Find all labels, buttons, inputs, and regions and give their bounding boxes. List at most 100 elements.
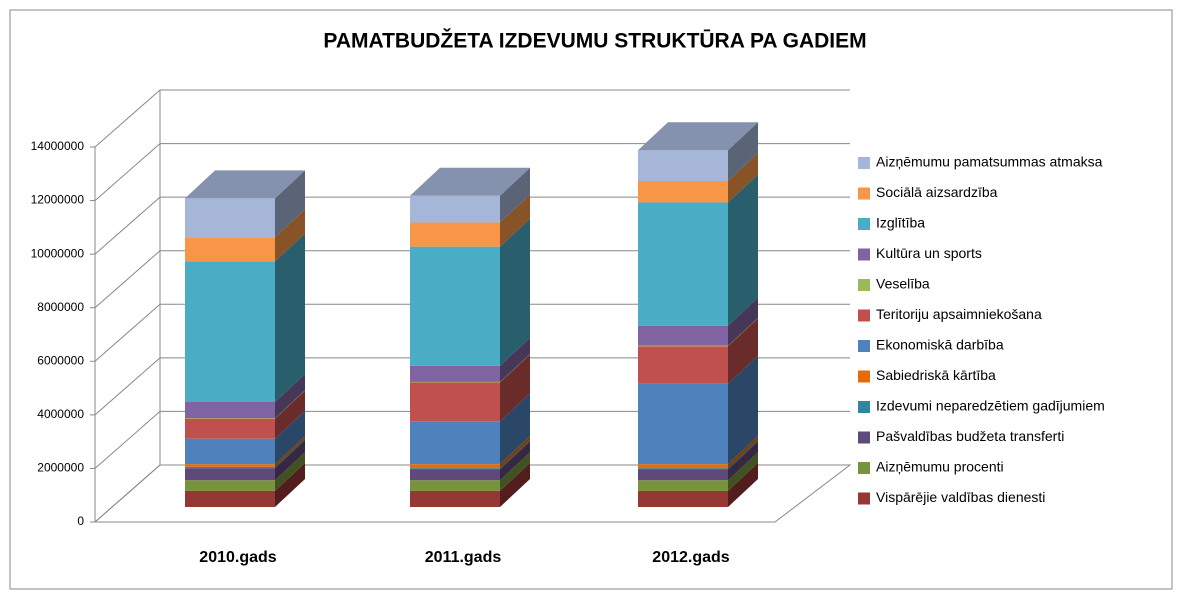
y-tick-label: 14000000 — [31, 139, 85, 153]
x-tick-label: 2012.gads — [652, 549, 729, 566]
bar-segment — [410, 464, 500, 469]
bar-segment — [638, 464, 728, 469]
y-tick-label: 0 — [77, 514, 84, 528]
legend-swatch — [858, 462, 870, 474]
bar-segment — [638, 469, 728, 481]
bar-segment — [410, 469, 500, 481]
bar-side — [275, 410, 305, 465]
legend-label: Izdevumi neparedzētiem gadījumiem — [876, 398, 1105, 414]
bar-segment — [410, 382, 500, 422]
x-tick-label: 2010.gads — [199, 549, 276, 566]
legend-label: Vispārējie valdības dienesti — [876, 489, 1045, 505]
bar-side — [275, 390, 305, 419]
bar-side — [275, 209, 305, 262]
bar-side — [275, 170, 305, 238]
bar-side — [728, 440, 758, 470]
bar-side — [500, 354, 530, 422]
grid-line — [94, 410, 850, 469]
bar-segment — [638, 181, 728, 203]
bar-segment — [185, 468, 275, 481]
bar-side — [275, 233, 305, 402]
bar-segment — [638, 150, 728, 182]
bar-side — [728, 297, 758, 346]
bar-segment — [185, 418, 275, 419]
bar-side — [275, 436, 305, 467]
y-tick-label: 12000000 — [31, 193, 85, 207]
bar-top — [410, 167, 530, 196]
legend-label: Teritoriju apsaimniekošana — [876, 306, 1042, 322]
legend-swatch — [858, 218, 870, 230]
y-tick-label: 8000000 — [37, 300, 84, 314]
bar-side — [728, 436, 758, 469]
bar-segment — [638, 468, 728, 470]
bar-segment — [185, 490, 275, 507]
bar-side — [275, 374, 305, 419]
legend-label: Kultūra un sports — [876, 245, 982, 261]
bar-side — [728, 441, 758, 481]
legend-swatch — [858, 309, 870, 322]
bar-top — [638, 122, 758, 151]
legend-swatch — [858, 431, 870, 444]
bar-segment — [185, 464, 275, 467]
bar-side — [500, 353, 530, 383]
bar-segment — [410, 222, 500, 247]
bar-side — [500, 462, 530, 507]
legend-swatch — [858, 492, 870, 505]
bar-side — [728, 318, 758, 384]
bar-segment — [638, 346, 728, 384]
legend-swatch — [858, 187, 870, 200]
bar-side — [500, 167, 530, 223]
legend-label: Veselība — [876, 276, 930, 292]
bar-side — [728, 317, 758, 347]
bar-side — [275, 452, 305, 491]
grid-line — [94, 89, 850, 148]
grid-line — [94, 303, 850, 362]
x-tick-label: 2011.gads — [425, 549, 502, 566]
bar-segment — [185, 418, 275, 439]
bar-side — [500, 218, 530, 366]
bar-side — [500, 452, 530, 491]
legend-label: Sociālā aizsardzība — [876, 184, 998, 200]
grid-line — [94, 250, 850, 309]
bar-side — [500, 393, 530, 465]
y-tick-label: 2000000 — [37, 461, 84, 475]
bar-segment — [410, 480, 500, 491]
bar-side — [500, 194, 530, 247]
bar-side — [275, 390, 305, 439]
legend-label: Ekonomiskā darbība — [876, 337, 1004, 353]
bar-segment — [185, 438, 275, 465]
legend-label: Aizņēmumu procenti — [876, 459, 1004, 475]
bar-side — [275, 438, 305, 469]
bar-side — [500, 337, 530, 382]
bar-segment — [185, 466, 275, 469]
grid-line — [94, 196, 850, 255]
bar-side — [728, 355, 758, 465]
bar-segment — [185, 261, 275, 402]
grid-line — [94, 464, 850, 523]
bar-side — [728, 462, 758, 507]
bar-segment — [410, 421, 500, 465]
bar-side — [275, 462, 305, 507]
bar-segment — [185, 480, 275, 491]
legend-swatch — [858, 157, 870, 169]
bar-side — [728, 452, 758, 491]
bar-segment — [185, 237, 275, 262]
bar-segment — [638, 202, 728, 326]
bar-segment — [410, 490, 500, 507]
grid-line — [94, 357, 850, 416]
legend-swatch — [858, 279, 870, 291]
y-tick-label: 4000000 — [37, 407, 84, 421]
bar-segment — [410, 468, 500, 470]
bar-segment — [410, 365, 500, 382]
legend-swatch — [858, 340, 870, 352]
bar-side — [728, 153, 758, 203]
bar-segment — [410, 195, 500, 223]
bar-segment — [410, 246, 500, 366]
bar-segment — [638, 490, 728, 507]
bar-segment — [638, 480, 728, 491]
y-tick-label: 6000000 — [37, 353, 84, 367]
legend-swatch — [858, 248, 870, 261]
legend-swatch — [858, 370, 870, 383]
legend-label: Pašvaldības budžeta transferti — [876, 428, 1064, 444]
